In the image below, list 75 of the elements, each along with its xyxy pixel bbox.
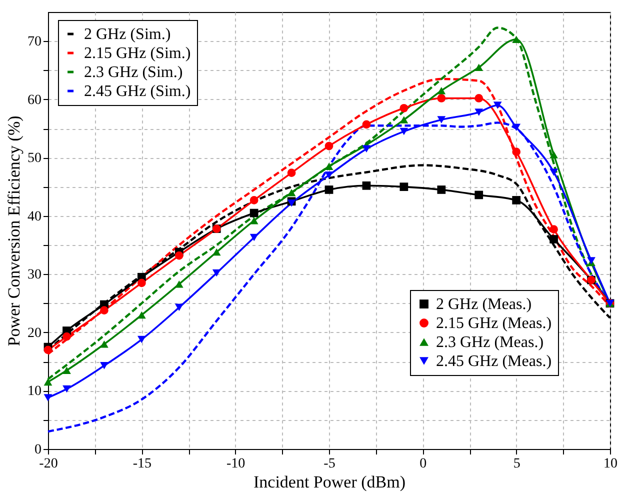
y-tick-label: 40 (28, 209, 42, 224)
point (550, 168, 558, 176)
point (44, 394, 52, 402)
point (474, 108, 484, 116)
point (550, 235, 558, 244)
y-tick-label: 0 (34, 442, 42, 458)
point (62, 385, 71, 393)
point (250, 234, 258, 242)
point (324, 162, 334, 170)
point (324, 142, 334, 150)
legend-label: 2.15 GHz (Meas.) (436, 315, 552, 332)
point (250, 196, 258, 204)
y-tick-label: 10 (28, 384, 42, 400)
point (324, 172, 334, 179)
x-tick-label: -10 (226, 456, 246, 472)
point (400, 104, 408, 112)
point (493, 102, 502, 109)
legend-label: 2.45 GHz (Meas.) (436, 353, 552, 370)
x-tick-label: 5 (513, 456, 520, 472)
point (174, 304, 184, 312)
y-tick-label: 30 (28, 268, 42, 283)
point (44, 346, 52, 354)
point (362, 145, 371, 153)
x-tick-label: 10 (604, 456, 618, 472)
y-tick-label: 20 (28, 326, 42, 341)
legend-label: 2 GHz (Meas.) (436, 296, 532, 313)
y-tick-label: 50 (28, 151, 42, 166)
x-tick-label: 0 (420, 456, 427, 472)
point (137, 336, 146, 344)
legend-label: 2 GHz (Sim.) (84, 26, 171, 43)
point (437, 94, 446, 102)
y-axis-title: Power Conversion Efficiency (%) (4, 116, 24, 346)
point (512, 196, 521, 204)
point (550, 151, 558, 158)
point (474, 94, 484, 102)
point (62, 366, 71, 374)
legend-label: 2.15 GHz (Sim.) (84, 45, 191, 62)
point (324, 186, 334, 194)
point (100, 362, 108, 370)
legend-label: 2.45 GHz (Sim.) (84, 83, 191, 100)
x-tick-label: -5 (324, 456, 336, 472)
point (174, 251, 184, 260)
point (512, 148, 521, 156)
point (362, 181, 371, 190)
point (212, 248, 221, 256)
point (250, 216, 258, 224)
x-tick-label: -15 (132, 456, 152, 472)
point (287, 168, 296, 177)
point (100, 306, 108, 314)
point (437, 186, 446, 194)
legend-label: 2.3 GHz (Sim.) (84, 64, 183, 81)
point (137, 311, 146, 319)
x-tick-label: -20 (39, 456, 58, 472)
point (100, 340, 108, 348)
y-tick-label: 60 (28, 92, 42, 108)
point (362, 120, 371, 129)
point (474, 190, 484, 200)
y-tick-label: 70 (28, 34, 42, 50)
point (62, 332, 71, 341)
point (512, 36, 521, 44)
point (400, 116, 408, 124)
x-axis-title: Incident Power (dBm) (253, 472, 406, 492)
point (212, 269, 221, 277)
point (287, 189, 296, 196)
point (400, 128, 408, 136)
point (437, 116, 446, 124)
point (437, 87, 446, 94)
point (474, 64, 484, 71)
point (512, 124, 521, 131)
point (550, 225, 558, 234)
point (400, 182, 408, 191)
point (44, 378, 52, 386)
point (250, 208, 258, 218)
point (137, 278, 146, 288)
legend-label: 2.3 GHz (Meas.) (436, 334, 544, 351)
